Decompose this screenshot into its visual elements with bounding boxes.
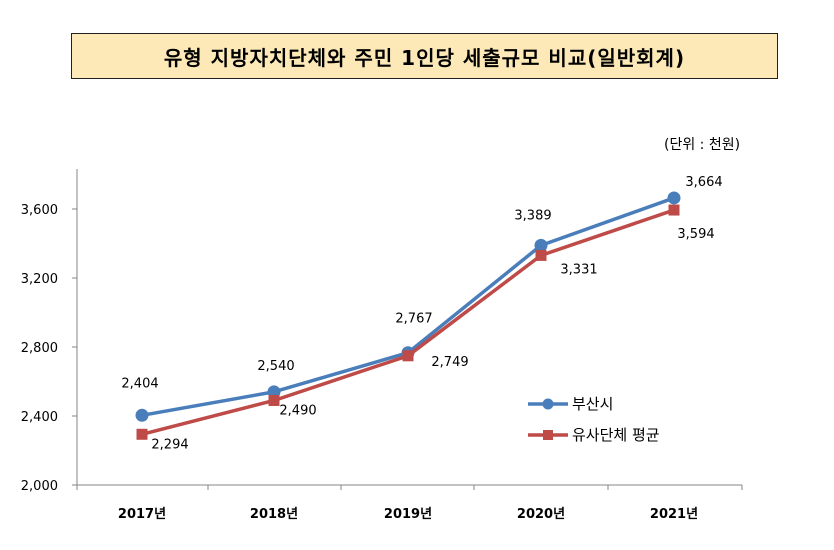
- data-label: 2,294: [151, 437, 188, 452]
- x-tick-label: 2018년: [250, 507, 298, 522]
- series-point-2: [268, 394, 280, 406]
- y-tick-label: 2,400: [21, 410, 58, 425]
- legend-label-2: 유사단체 평균: [572, 426, 660, 444]
- legend-label-1: 부산시: [572, 395, 613, 413]
- data-label: 3,664: [685, 175, 722, 190]
- data-label: 3,331: [560, 262, 597, 277]
- series-point-1: [135, 408, 149, 422]
- x-tick-label: 2021년: [650, 507, 698, 522]
- x-tick-label: 2019년: [384, 507, 432, 522]
- data-label: 3,389: [514, 208, 551, 223]
- chart-title: 유형 지방자치단체와 주민 1인당 세출규모 비교(일반회계): [71, 33, 778, 79]
- series-point-1: [667, 191, 681, 205]
- data-label: 2,540: [257, 359, 294, 374]
- y-tick-label: 2,000: [21, 479, 58, 494]
- legend-marker-2: [543, 430, 553, 440]
- y-tick-label: 2,800: [21, 341, 58, 356]
- legend-marker-1: [542, 398, 554, 410]
- unit-note: (단위 : 천원): [664, 137, 741, 153]
- series-line-1: [141, 196, 675, 418]
- x-tick-label: 2017년: [118, 507, 166, 522]
- series-point-2: [668, 204, 680, 216]
- series-point-2: [402, 350, 414, 362]
- series-point-1: [534, 238, 548, 252]
- series-point-2: [136, 428, 148, 440]
- data-label: 3,594: [677, 227, 714, 242]
- y-tick-label: 3,200: [21, 272, 58, 287]
- x-tick-label: 2020년: [517, 507, 565, 522]
- series-point-2: [535, 249, 547, 261]
- y-tick-label: 3,600: [21, 203, 58, 218]
- data-label: 2,404: [121, 376, 158, 391]
- data-label: 2,490: [279, 403, 316, 418]
- data-label: 2,749: [431, 355, 468, 370]
- data-label: 2,767: [395, 312, 432, 327]
